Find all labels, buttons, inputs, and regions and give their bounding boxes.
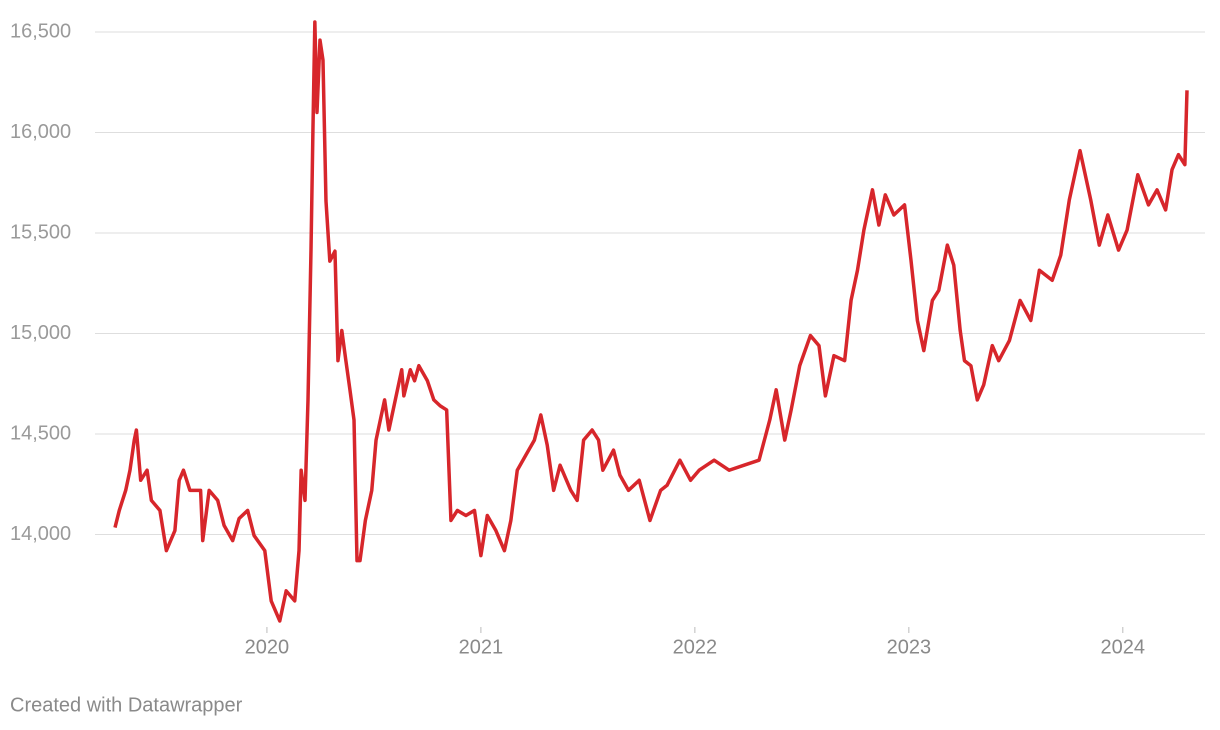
x-tick-label: 2020 bbox=[245, 636, 290, 658]
y-tick-label: 14,000 bbox=[10, 523, 71, 545]
x-tick-label: 2021 bbox=[459, 636, 504, 658]
y-tick-label: 15,000 bbox=[10, 322, 71, 344]
x-tick-label: 2022 bbox=[673, 636, 718, 658]
line bbox=[113, 20, 1189, 623]
x-tick-label: 2024 bbox=[1101, 636, 1146, 658]
y-tick-label: 16,000 bbox=[10, 121, 71, 143]
credit: Created with Datawrapper bbox=[10, 694, 243, 716]
x-tick-label: 2023 bbox=[887, 636, 932, 658]
y-tick-label: 15,500 bbox=[10, 221, 71, 243]
y-tick-label: 14,500 bbox=[10, 422, 71, 444]
y-tick-label: 16,500 bbox=[10, 20, 71, 42]
